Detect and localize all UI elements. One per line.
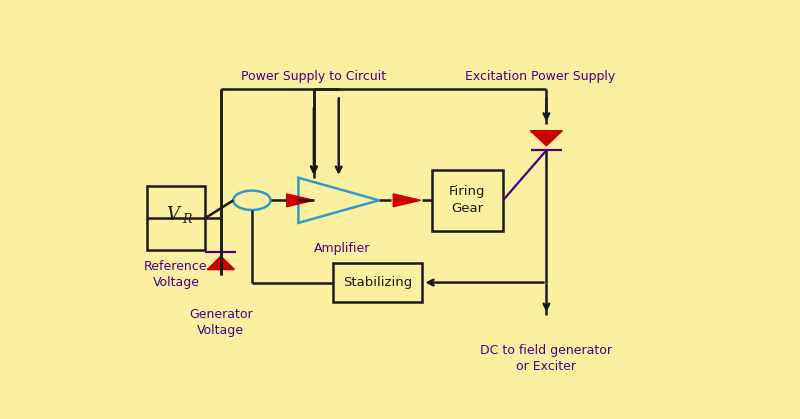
FancyBboxPatch shape [146,186,206,250]
Text: DC to field generator
or Exciter: DC to field generator or Exciter [480,344,613,373]
Polygon shape [286,194,314,207]
Text: Excitation Power Supply: Excitation Power Supply [465,70,615,83]
Polygon shape [394,194,421,207]
Text: Firing
Gear: Firing Gear [449,185,486,215]
Circle shape [234,191,270,210]
Text: Reference
Voltage: Reference Voltage [144,260,208,289]
Polygon shape [530,131,562,146]
Polygon shape [207,256,234,269]
Text: Amplifier: Amplifier [314,242,370,255]
Text: Generator
Voltage: Generator Voltage [189,308,253,337]
Text: Stabilizing: Stabilizing [343,276,412,289]
Text: V: V [166,206,178,224]
Polygon shape [298,178,379,223]
Text: Power Supply to Circuit: Power Supply to Circuit [242,70,386,83]
FancyBboxPatch shape [333,263,422,302]
Text: R: R [182,213,192,226]
FancyBboxPatch shape [432,170,503,231]
